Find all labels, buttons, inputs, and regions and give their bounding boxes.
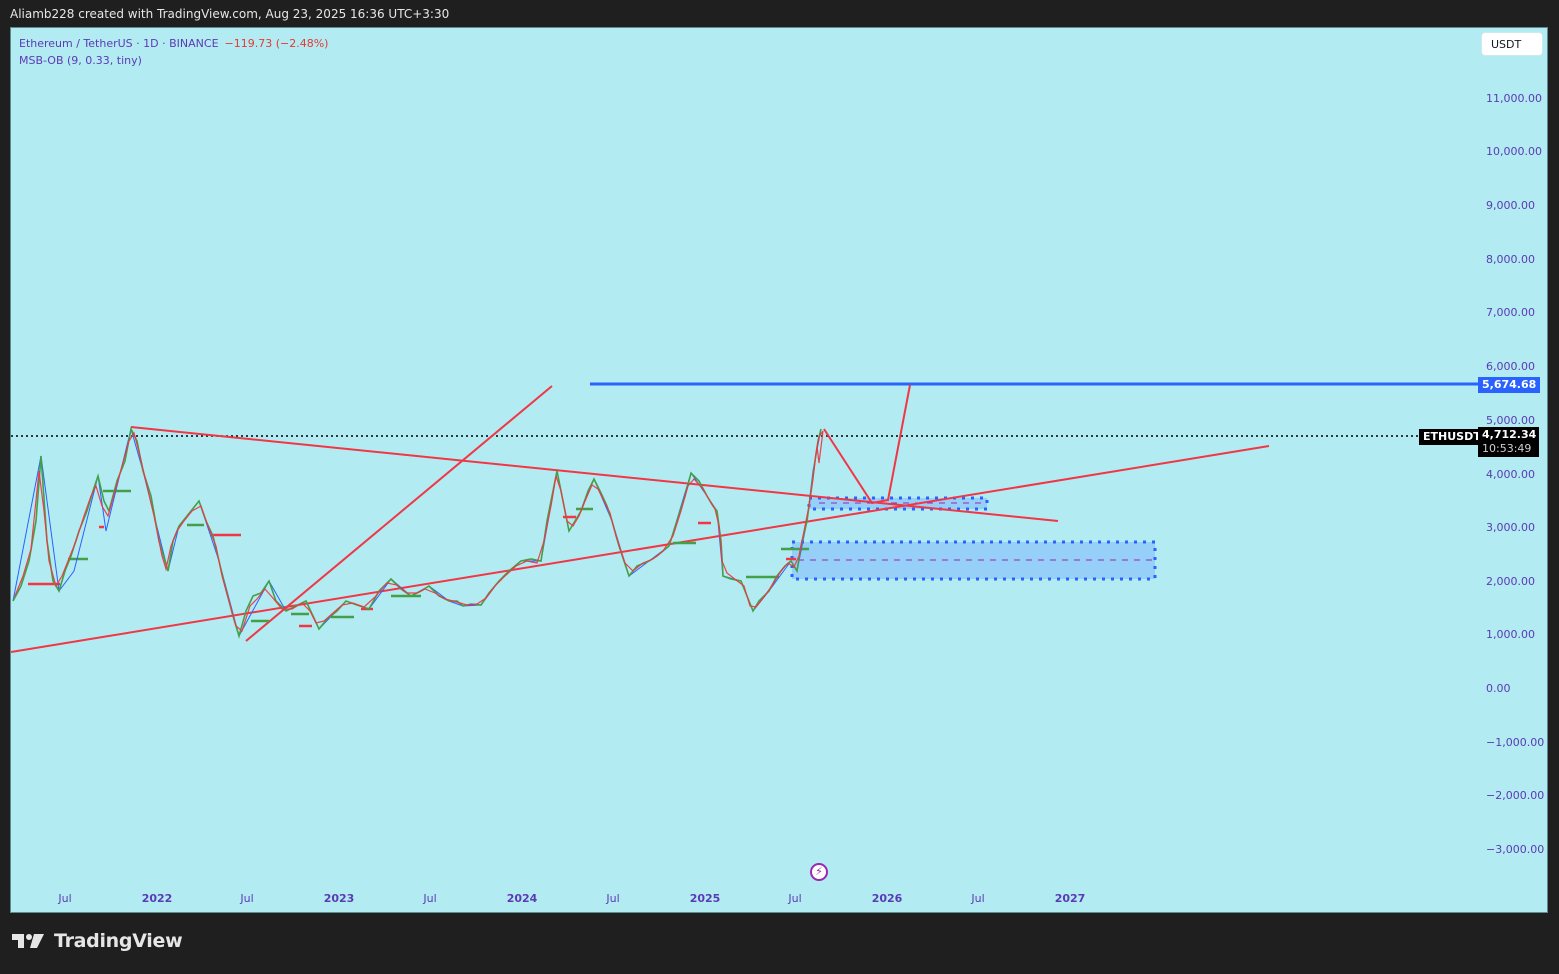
price-tick: 3,000.00	[1486, 521, 1535, 534]
lightning-event-icon[interactable]: ⚡	[810, 863, 828, 881]
time-tick: 2022	[141, 892, 173, 905]
brand-name: TradingView	[54, 930, 183, 952]
msb-levels	[28, 489, 809, 628]
price-tick: 2,000.00	[1486, 575, 1535, 588]
descending-trendline	[130, 426, 1059, 522]
tradingview-logo: TradingView	[12, 930, 183, 952]
zigzag-line	[12, 427, 822, 638]
symbol-tag: ETHUSDT	[1419, 429, 1485, 445]
bar-countdown: 10:53:49	[1482, 442, 1532, 455]
last-price-tag: 4,712.34 10:53:49	[1478, 427, 1539, 457]
time-tick: 2024	[506, 892, 538, 905]
symbol-info: Ethereum / TetherUS · 1D · BINANCE	[19, 37, 219, 50]
time-tick: Jul	[606, 892, 620, 905]
time-tick: 2023	[323, 892, 355, 905]
time-tick: Jul	[971, 892, 985, 905]
chart-attribution: Aliamb228 created with TradingView.com, …	[10, 7, 450, 21]
price-tick: −1,000.00	[1486, 736, 1545, 749]
time-tick: Jul	[58, 892, 72, 905]
chart-legend: Ethereum / TetherUS · 1D · BINANCE −119.7…	[19, 35, 328, 69]
time-tick: Jul	[423, 892, 437, 905]
price-tick: 0.00	[1486, 682, 1511, 695]
tradingview-logo-icon	[12, 934, 44, 948]
time-tick: 2026	[871, 892, 903, 905]
ascending-trendline	[11, 445, 1270, 653]
trendlines[interactable]	[11, 384, 1270, 653]
price-tick: −2,000.00	[1486, 789, 1545, 802]
price-tick: 1,000.00	[1486, 628, 1535, 641]
price-tick: 11,000.00	[1486, 92, 1542, 105]
price-tick: −3,000.00	[1486, 843, 1545, 856]
symbol-legend-row[interactable]: Ethereum / TetherUS · 1D · BINANCE −119.7…	[19, 35, 328, 52]
currency-button[interactable]: USDT	[1481, 32, 1543, 56]
time-tick: 2027	[1054, 892, 1086, 905]
price-plot[interactable]	[11, 28, 1548, 913]
price-tick: 5,000.00	[1486, 414, 1535, 427]
time-tick: 2025	[689, 892, 721, 905]
price-tick: 10,000.00	[1486, 145, 1542, 158]
price-line-down	[14, 430, 824, 633]
price-change: −119.73 (−2.48%)	[224, 37, 329, 50]
price-tick: 6,000.00	[1486, 360, 1535, 373]
indicator-legend-row[interactable]: MSB-OB (9, 0.33, tiny)	[19, 54, 142, 67]
price-tick: 8,000.00	[1486, 253, 1535, 266]
projection-path	[823, 384, 911, 505]
time-tick: Jul	[788, 892, 802, 905]
target-price-tag: 5,674.68	[1478, 377, 1541, 393]
price-line-up	[12, 426, 822, 639]
order-block-upper	[807, 496, 989, 511]
price-tick: 7,000.00	[1486, 306, 1535, 319]
time-tick: Jul	[240, 892, 254, 905]
price-tick: 9,000.00	[1486, 199, 1535, 212]
price-tick: 4,000.00	[1486, 468, 1535, 481]
steep-trendline	[245, 385, 553, 642]
order-block-lower	[790, 540, 1157, 581]
last-price-value: 4,712.34	[1482, 428, 1537, 441]
chart-area[interactable]: Ethereum / TetherUS · 1D · BINANCE −119.7…	[10, 27, 1548, 913]
